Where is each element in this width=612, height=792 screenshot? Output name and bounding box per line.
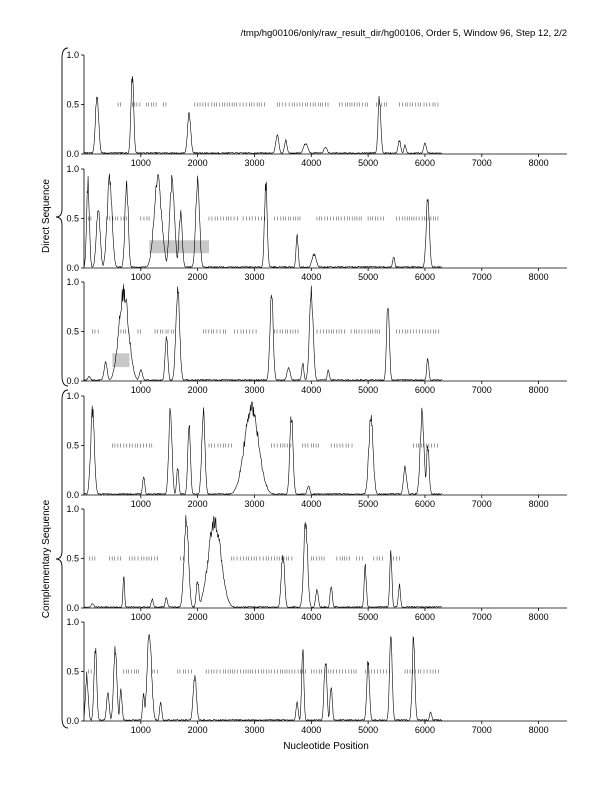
x-tick-label: 5000: [358, 385, 378, 395]
series-line: [84, 515, 442, 609]
group-braces: [55, 47, 69, 729]
series-line: [83, 76, 442, 155]
panel-2: 0.0 0.5 1.0 1000 2000 3000 4000 5000 6000 7000 800…: [66, 164, 567, 282]
shaded-region: [112, 353, 130, 368]
mark-row: [89, 556, 400, 561]
x-tick-label: 2000: [188, 385, 208, 395]
panel-6: 0.0 0.5 1.0 1000 2000 3000 4000 5000 6000 7000 800…: [66, 617, 567, 735]
group-label-direct: Direct Sequence: [41, 179, 52, 253]
y-tick-label: 1.0: [66, 504, 79, 514]
y-tick-label: 0.5: [66, 100, 79, 110]
x-tick-label: 3000: [244, 158, 264, 168]
x-tick-label: 5000: [358, 158, 378, 168]
x-tick-label: 6000: [415, 272, 435, 282]
x-tick-label: 1000: [131, 272, 151, 282]
y-tick-label: 0.5: [66, 667, 79, 677]
mark-row: [92, 329, 440, 334]
x-tick-label: 2000: [188, 725, 208, 735]
y-tick-label: 0.5: [66, 441, 79, 451]
y-tick-label: 0.0: [66, 263, 79, 273]
x-tick-label: 8000: [529, 725, 549, 735]
series-line: [83, 284, 442, 382]
y-tick-label: 0.0: [66, 716, 79, 726]
y-tick-label: 0.5: [66, 214, 79, 224]
x-tick-label: 7000: [472, 725, 492, 735]
panel-4: 0.0 0.5 1.0 1000 2000 3000 4000 5000 6000 7000 800…: [66, 391, 567, 509]
x-tick-label: 3000: [244, 612, 264, 622]
x-tick-label: 7000: [472, 158, 492, 168]
x-tick-label: 1000: [131, 725, 151, 735]
y-tick-label: 0.0: [66, 490, 79, 500]
x-tick-label: 5000: [358, 725, 378, 735]
x-tick-label: 6000: [415, 725, 435, 735]
group-label-complementary: Complementary Sequence: [41, 499, 52, 618]
y-tick-label: 1.0: [66, 391, 79, 401]
x-tick-label: 1000: [131, 499, 151, 509]
x-tick-label: 4000: [301, 272, 321, 282]
x-tick-label: 7000: [472, 385, 492, 395]
x-tick-label: 6000: [415, 612, 435, 622]
x-tick-label: 8000: [529, 272, 549, 282]
y-tick-label: 1.0: [66, 617, 79, 627]
x-tick-label: 3000: [244, 725, 264, 735]
x-tick-label: 1000: [131, 158, 151, 168]
y-tick-label: 1.0: [66, 50, 79, 60]
x-tick-label: 7000: [472, 499, 492, 509]
x-tick-label: 4000: [301, 385, 321, 395]
x-tick-label: 3000: [244, 385, 264, 395]
x-axis-label: Nucleotide Position: [283, 741, 369, 752]
mark-row: [88, 216, 439, 221]
series-line: [83, 401, 442, 496]
y-tick-label: 0.5: [66, 554, 79, 564]
x-tick-label: 8000: [529, 385, 549, 395]
x-tick-label: 2000: [188, 499, 208, 509]
series-line: [83, 634, 443, 722]
x-tick-label: 8000: [529, 158, 549, 168]
panel-5: 0.0 0.5 1.0 1000 2000 3000 4000 5000 6000 7000 800…: [66, 504, 567, 622]
series-line: [83, 173, 443, 269]
mark-row: [112, 443, 438, 448]
x-tick-label: 1000: [131, 612, 151, 622]
mark-row: [88, 669, 439, 674]
y-tick-label: 0.0: [66, 376, 79, 386]
mark-row: [117, 102, 439, 107]
shaded-region: [149, 240, 210, 254]
x-tick-label: 5000: [358, 272, 378, 282]
x-tick-label: 2000: [188, 158, 208, 168]
x-tick-label: 6000: [415, 385, 435, 395]
brace-direct: [55, 47, 69, 387]
x-tick-label: 3000: [244, 499, 264, 509]
x-tick-label: 4000: [301, 725, 321, 735]
x-tick-label: 3000: [244, 272, 264, 282]
brace-complementary: [55, 389, 69, 729]
y-tick-label: 1.0: [66, 277, 79, 287]
x-tick-label: 4000: [301, 612, 321, 622]
x-tick-label: 2000: [188, 272, 208, 282]
x-tick-label: 5000: [358, 499, 378, 509]
x-tick-label: 5000: [358, 612, 378, 622]
x-tick-label: 4000: [301, 499, 321, 509]
x-tick-label: 8000: [529, 499, 549, 509]
x-tick-label: 6000: [415, 158, 435, 168]
panels: 0.0 0.5 1.0 1000 2000 3000 4000 5000 6000 7000 800…: [66, 50, 567, 735]
x-tick-label: 8000: [529, 612, 549, 622]
x-tick-label: 7000: [472, 612, 492, 622]
panel-3: 0.0 0.5 1.0 1000 2000 3000 4000 5000 6000 7000 800…: [66, 277, 567, 395]
y-tick-label: 0.5: [66, 327, 79, 337]
chart-title: /tmp/hg00106/only/raw_result_dir/hg00106…: [241, 28, 567, 39]
y-tick-label: 0.0: [66, 149, 79, 159]
x-tick-label: 1000: [131, 385, 151, 395]
x-tick-label: 4000: [301, 158, 321, 168]
x-tick-label: 7000: [472, 272, 492, 282]
y-tick-label: 0.0: [66, 603, 79, 613]
y-tick-label: 1.0: [66, 164, 79, 174]
x-tick-label: 6000: [415, 499, 435, 509]
panel-1: 0.0 0.5 1.0 1000 2000 3000 4000 5000 6000 7000 800…: [66, 50, 567, 168]
x-tick-label: 2000: [188, 612, 208, 622]
